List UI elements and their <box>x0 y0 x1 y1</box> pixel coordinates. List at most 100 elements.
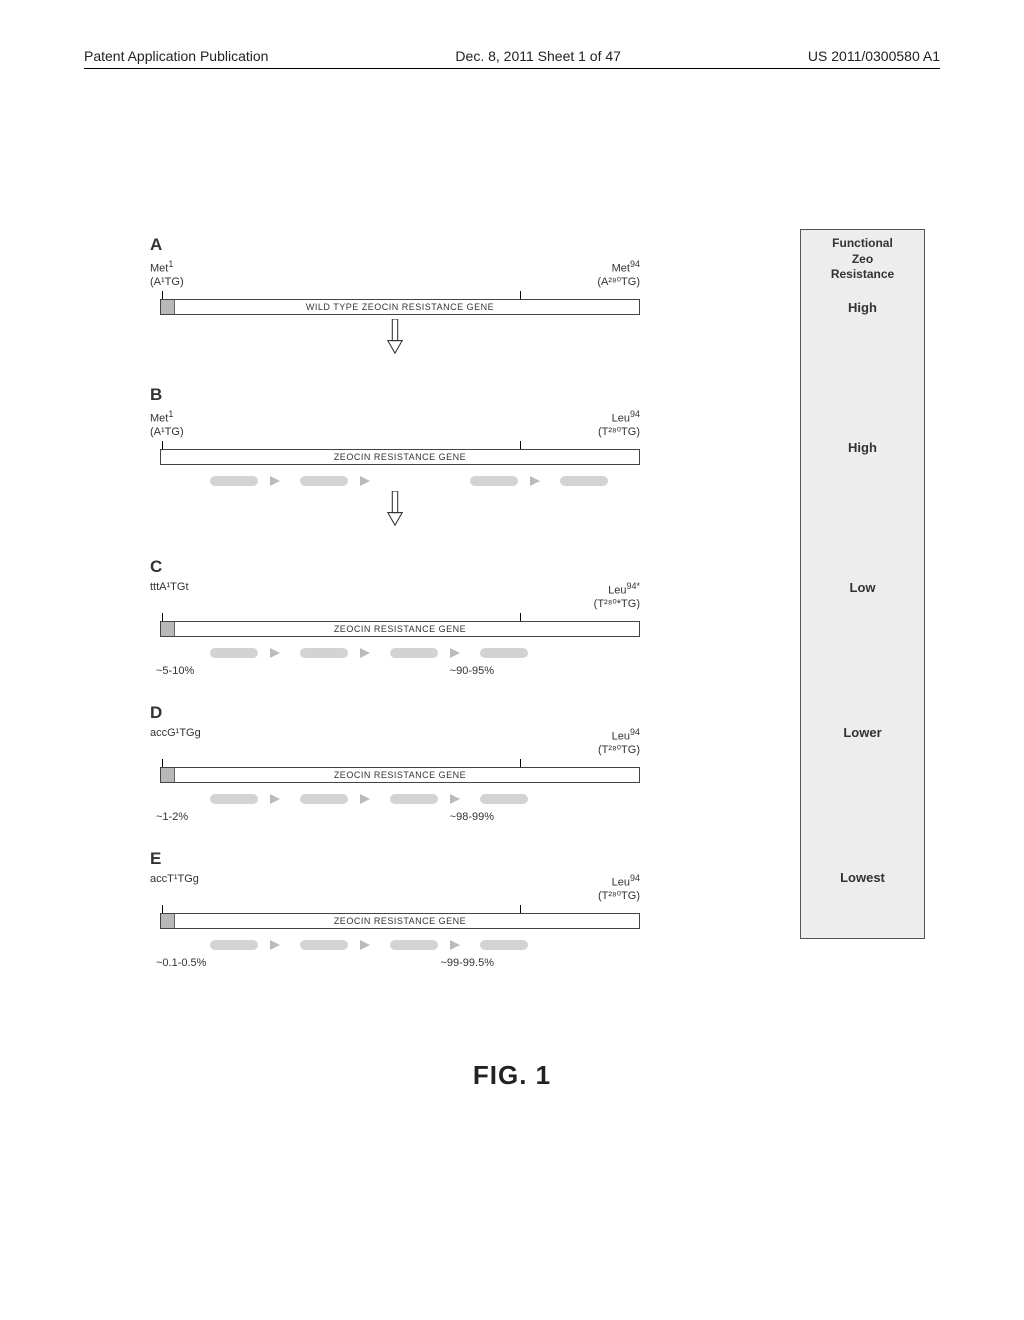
ribosome-icon <box>300 940 348 950</box>
gene-bar-E: ZEOCIN RESISTANCE GENE <box>160 913 640 929</box>
tick-icon <box>520 759 521 767</box>
tick-icon <box>162 905 163 913</box>
arrow-right-icon <box>270 648 280 658</box>
arrow-right-icon <box>360 940 370 950</box>
gene-bar-B: ZEOCIN RESISTANCE GENE <box>160 449 640 465</box>
header-right: US 2011/0300580 A1 <box>808 48 940 64</box>
panel-A-labels: Met1 (A¹TG) Met94 (A²⁸⁰TG) <box>150 259 640 289</box>
ribosome-icon <box>300 476 348 486</box>
tick-icon <box>162 613 163 621</box>
header-left: Patent Application Publication <box>84 48 268 64</box>
panel-D: D accG¹TGg Leu94 (T²⁸⁰TG) ZEOCIN RESISTA… <box>150 703 770 823</box>
tick-icon <box>520 441 521 449</box>
res-level-D: Lower <box>801 725 924 740</box>
tick-icon <box>520 905 521 913</box>
panel-B-gene-bar: ZEOCIN RESISTANCE GENE <box>150 445 640 467</box>
figure-caption: FIG. 1 <box>0 1060 1024 1091</box>
gene-bar-text: ZEOCIN RESISTANCE GENE <box>334 770 466 780</box>
header-center: Dec. 8, 2011 Sheet 1 of 47 <box>455 48 621 64</box>
arrow-right-icon <box>270 476 280 486</box>
panel-C-ribbons <box>150 645 640 661</box>
panel-A-left-label: Met1 (A¹TG) <box>150 259 184 289</box>
panel-A-right-label: Met94 (A²⁸⁰TG) <box>550 259 640 289</box>
panel-C: C tttA¹TGt Leu94* (T²⁸⁰*TG) ZEOCIN RESIS… <box>150 557 770 677</box>
res-title-1: Functional <box>832 236 893 250</box>
arrow-right-icon <box>450 648 460 658</box>
panel-A: A Met1 (A¹TG) Met94 (A²⁸⁰TG) WILD TYPE Z… <box>150 235 770 359</box>
panel-B-labels: Met1 (A¹TG) Leu94 (T²⁸⁰TG) <box>150 409 640 439</box>
percent-left: ~0.1-0.5% <box>156 957 206 969</box>
percent-right: ~98-99% <box>450 811 494 823</box>
header-rule <box>84 68 940 69</box>
arrow-right-icon <box>360 476 370 486</box>
res-level-A: High <box>801 300 924 315</box>
arrow-right-icon <box>530 476 540 486</box>
panel-B-right-label: Leu94 (T²⁸⁰TG) <box>550 409 640 439</box>
start-codon-cap <box>161 622 175 636</box>
panel-letter-C: C <box>150 557 640 577</box>
start-codon-cap <box>161 914 175 928</box>
tick-icon <box>520 613 521 621</box>
ribosome-icon <box>560 476 608 486</box>
panel-D-right-label: Leu94 (T²⁸⁰TG) <box>550 727 640 757</box>
panel-letter-A: A <box>150 235 640 255</box>
tick-icon <box>162 759 163 767</box>
gene-bar-text: ZEOCIN RESISTANCE GENE <box>334 624 466 634</box>
percent-right: ~90-95% <box>450 665 494 677</box>
panel-letter-E: E <box>150 849 640 869</box>
ribosome-icon <box>210 940 258 950</box>
panel-D-gene-bar: ZEOCIN RESISTANCE GENE <box>150 763 640 785</box>
ribosome-icon <box>470 476 518 486</box>
down-arrow-icon <box>386 491 404 527</box>
panel-E-ribbons <box>150 937 640 953</box>
tick-icon <box>520 291 521 299</box>
arrow-right-icon <box>360 794 370 804</box>
ribosome-icon <box>210 794 258 804</box>
gene-bar-D: ZEOCIN RESISTANCE GENE <box>160 767 640 783</box>
arrow-right-icon <box>450 794 460 804</box>
panel-letter-B: B <box>150 385 640 405</box>
gene-bar-text: WILD TYPE ZEOCIN RESISTANCE GENE <box>306 302 494 312</box>
panel-E-labels: accT¹TGg Leu94 (T²⁸⁰TG) <box>150 873 640 903</box>
panel-C-percents: ~5-10% ~90-95% <box>150 665 640 677</box>
ribosome-icon <box>390 794 438 804</box>
gene-bar-text: ZEOCIN RESISTANCE GENE <box>334 916 466 926</box>
panel-letter-D: D <box>150 703 640 723</box>
res-level-E: Lowest <box>801 870 924 885</box>
ribosome-icon <box>480 940 528 950</box>
resistance-header: Functional Zeo Resistance <box>801 230 924 293</box>
panel-B-left-label: Met1 (A¹TG) <box>150 409 184 439</box>
ribosome-icon <box>390 940 438 950</box>
ribosome-icon <box>210 648 258 658</box>
arrow-right-icon <box>450 940 460 950</box>
arrow-right-icon <box>270 940 280 950</box>
res-title-3: Resistance <box>831 267 894 281</box>
panel-D-ribbons <box>150 791 640 807</box>
panel-E: E accT¹TGg Leu94 (T²⁸⁰TG) ZEOCIN RESISTA… <box>150 849 770 969</box>
gene-bar-text: ZEOCIN RESISTANCE GENE <box>334 452 466 462</box>
panel-E-gene-bar: ZEOCIN RESISTANCE GENE <box>150 909 640 931</box>
start-codon-cap <box>161 300 175 314</box>
tick-icon <box>162 291 163 299</box>
percent-right: ~99-99.5% <box>440 957 494 969</box>
panel-E-right-label: Leu94 (T²⁸⁰TG) <box>550 873 640 903</box>
panel-E-percents: ~0.1-0.5% ~99-99.5% <box>150 957 640 969</box>
panel-B-ribbons <box>150 473 640 489</box>
ribosome-icon <box>210 476 258 486</box>
ribosome-icon <box>480 648 528 658</box>
arrow-right-icon <box>360 648 370 658</box>
res-level-C: Low <box>801 580 924 595</box>
panel-A-gene-bar: WILD TYPE ZEOCIN RESISTANCE GENE <box>150 295 640 317</box>
panel-C-gene-bar: ZEOCIN RESISTANCE GENE <box>150 617 640 639</box>
start-codon-cap <box>161 768 175 782</box>
percent-left: ~1-2% <box>156 811 188 823</box>
gene-bar-A: WILD TYPE ZEOCIN RESISTANCE GENE <box>160 299 640 315</box>
panel-D-left-label: accG¹TGg <box>150 727 201 757</box>
ribosome-icon <box>300 794 348 804</box>
page-header: Patent Application Publication Dec. 8, 2… <box>0 48 1024 64</box>
arrow-right-icon <box>270 794 280 804</box>
ribosome-icon <box>390 648 438 658</box>
ribosome-icon <box>480 794 528 804</box>
res-level-B: High <box>801 440 924 455</box>
figure-1: Functional Zeo Resistance High High Low … <box>150 235 770 995</box>
